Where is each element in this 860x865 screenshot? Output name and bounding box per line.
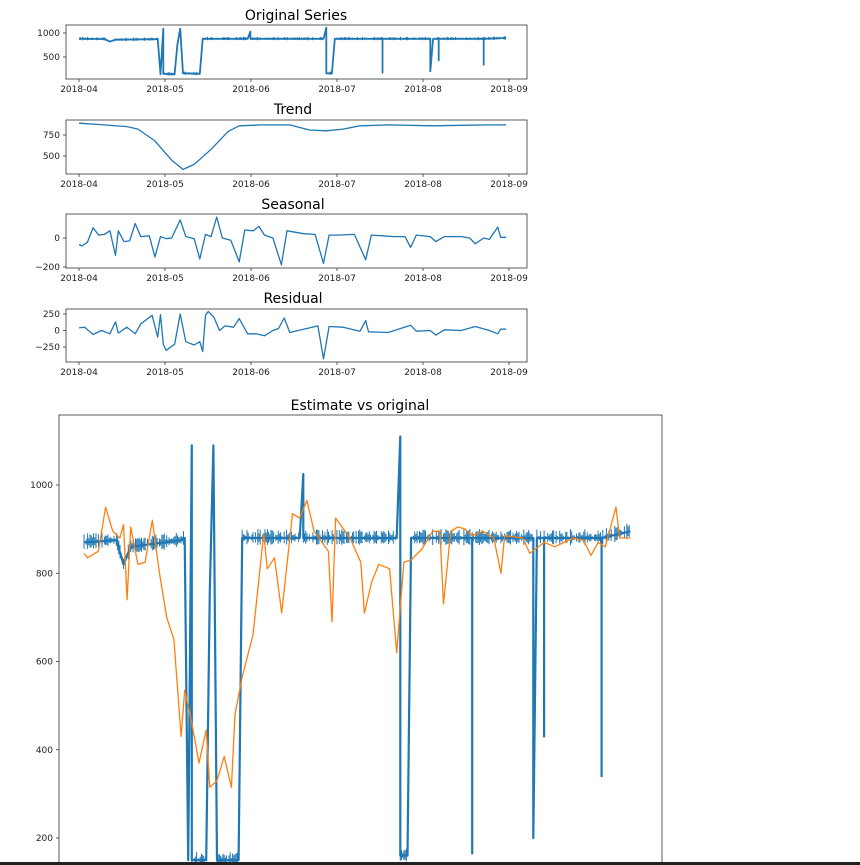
window-bottom-edge — [0, 862, 860, 865]
x-tick-label: 2018-07 — [318, 180, 356, 190]
y-tick-label: −250 — [35, 343, 60, 353]
y-tick-label: 200 — [36, 834, 53, 844]
chart-title: Trend — [273, 102, 312, 118]
y-tick-label: 0 — [54, 234, 60, 244]
estimate-vs-original-panel: Estimate vs original 200 400 600 800 1000 — [30, 398, 663, 865]
x-tick-label: 2018-06 — [232, 274, 270, 284]
y-tick-label: 1000 — [37, 29, 60, 39]
x-tick-label: 2018-06 — [232, 368, 270, 378]
x-tick-label: 2018-05 — [146, 180, 184, 190]
x-tick-label: 2018-04 — [60, 274, 98, 284]
y-tick-label: 750 — [43, 131, 60, 141]
chart-title: Estimate vs original — [291, 398, 430, 414]
trend-line — [78, 122, 507, 171]
x-tick-label: 2018-09 — [490, 180, 528, 190]
original-noise — [83, 523, 630, 865]
trend-panel: Trend 500 750 2018-04 2018-05 2018-06 2018-07 2… — [43, 102, 528, 190]
axes-frame — [65, 119, 528, 175]
x-tick-label: 2018-04 — [60, 368, 98, 378]
x-tick-label: 2018-08 — [404, 180, 442, 190]
y-tick-label: 250 — [43, 310, 60, 320]
x-tick-label: 2018-07 — [318, 368, 356, 378]
x-tick-label: 2018-08 — [404, 368, 442, 378]
y-tick-label: 800 — [36, 569, 53, 579]
chart-title: Original Series — [245, 8, 347, 24]
axes-frame — [58, 414, 663, 865]
seasonal-line — [78, 216, 507, 266]
original-series-panel: Original Series 500 1000 2018-04 2018-05 2018… — [37, 8, 528, 95]
residual-line — [78, 310, 507, 360]
x-tick-label: 2018-08 — [404, 274, 442, 284]
x-tick-label: 2018-06 — [232, 180, 270, 190]
x-tick-label: 2018-04 — [60, 180, 98, 190]
x-tick-label: 2018-05 — [146, 368, 184, 378]
x-tick-label: 2018-05 — [146, 85, 184, 95]
y-tick-label: 400 — [36, 746, 53, 756]
axes-frame — [65, 24, 528, 80]
y-tick-label: 500 — [43, 53, 60, 63]
x-tick-label: 2018-09 — [490, 368, 528, 378]
residual-panel: Residual −250 0 250 2018-04 2018-05 2018-06 201… — [35, 291, 528, 378]
axes-frame — [65, 213, 528, 269]
seasonal-panel: Seasonal −200 0 2018-04 2018-05 2018-06 2018-0… — [35, 197, 528, 284]
x-tick-label: 2018-09 — [490, 274, 528, 284]
x-tick-label: 2018-07 — [318, 85, 356, 95]
axes-frame — [65, 308, 528, 363]
y-tick-label: 500 — [43, 152, 60, 162]
original-noise — [78, 36, 506, 76]
x-tick-label: 2018-06 — [232, 85, 270, 95]
x-tick-label: 2018-04 — [60, 85, 98, 95]
chart-title: Seasonal — [261, 197, 324, 213]
x-tick-label: 2018-08 — [404, 85, 442, 95]
original-line — [78, 26, 507, 76]
y-tick-label: 600 — [36, 658, 53, 668]
y-tick-label: −200 — [35, 263, 60, 273]
x-tick-label: 2018-09 — [490, 85, 528, 95]
x-tick-label: 2018-05 — [146, 274, 184, 284]
estimate-line — [83, 499, 631, 788]
x-tick-label: 2018-07 — [318, 274, 356, 284]
y-tick-label: 1000 — [30, 481, 53, 491]
y-tick-label: 0 — [54, 327, 60, 337]
chart-title: Residual — [263, 291, 322, 307]
original-line — [83, 435, 631, 862]
